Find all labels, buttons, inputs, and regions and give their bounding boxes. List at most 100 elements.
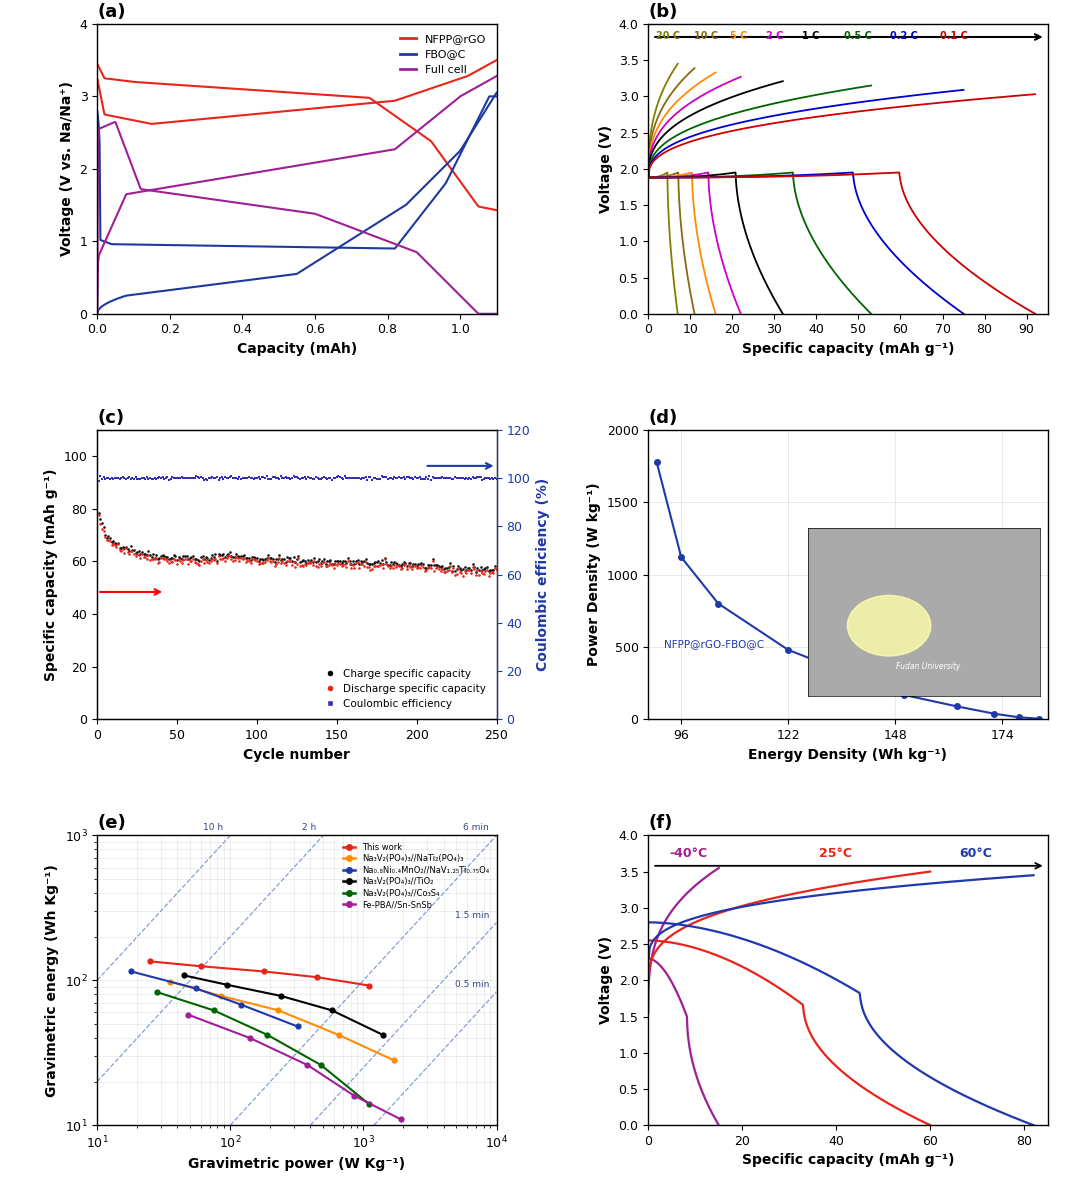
Point [375, 558, 392, 577]
Point [473, 560, 490, 579]
Point [218, 468, 235, 487]
Point [378, 468, 395, 487]
Text: (d): (d) [648, 408, 677, 427]
Point [366, 553, 383, 572]
Point [459, 469, 476, 488]
Point [146, 549, 163, 569]
Point [213, 549, 230, 569]
Point [191, 555, 208, 575]
Point [435, 563, 453, 582]
Text: 10 C: 10 C [694, 31, 718, 41]
Point [255, 553, 272, 572]
Point [413, 554, 430, 573]
Point [469, 559, 486, 578]
Point [162, 469, 179, 488]
Point [322, 553, 339, 572]
Legend: This work, Na₃V₂(PO₄)₃//NaTi₂(PO₄)₃, Na₀.₈Ni₀.₄MnO₂//NaV₁.₂₅Ti₀.₇₅O₄, Na₃V₂(PO₄): This work, Na₃V₂(PO₄)₃//NaTi₂(PO₄)₃, Na₀… [339, 839, 492, 913]
Point [476, 469, 494, 488]
Point [278, 468, 295, 487]
Point [136, 469, 153, 488]
Point [102, 469, 119, 488]
Point [338, 468, 355, 487]
Point [415, 469, 432, 488]
Point [352, 554, 369, 573]
Point [351, 554, 368, 573]
Point [183, 552, 200, 571]
Point [432, 558, 449, 577]
Text: (f): (f) [648, 814, 673, 832]
Point [151, 552, 168, 571]
Point [354, 552, 372, 571]
Point [219, 469, 237, 488]
Point [319, 557, 336, 576]
Point [295, 555, 312, 575]
Point [406, 468, 423, 487]
Point [262, 552, 280, 571]
Point [181, 549, 199, 569]
Point [202, 548, 219, 567]
Point [319, 469, 336, 488]
Point [205, 468, 222, 487]
Point [198, 547, 215, 566]
Point [419, 469, 436, 488]
Point [342, 468, 360, 487]
Point [265, 552, 282, 571]
Point [326, 551, 343, 570]
Point [166, 468, 184, 487]
Point [103, 468, 120, 487]
Point [333, 468, 350, 487]
Text: 10 h: 10 h [203, 824, 222, 832]
Point [440, 468, 457, 487]
Point [376, 467, 393, 486]
Point [381, 559, 399, 578]
Point [432, 468, 449, 487]
Point [271, 548, 288, 567]
Point [456, 561, 473, 581]
Point [146, 468, 163, 487]
Legend: NFPP@rGO, FBO@C, Full cell: NFPP@rGO, FBO@C, Full cell [395, 30, 491, 79]
Point [349, 468, 366, 487]
Point [243, 547, 260, 566]
Point [470, 467, 487, 486]
Point [413, 469, 430, 488]
Point [252, 554, 269, 573]
Point [289, 469, 307, 488]
Point [299, 553, 316, 572]
Point [176, 468, 193, 487]
Point [149, 469, 166, 488]
Point [379, 469, 396, 488]
Point [133, 468, 150, 487]
Point [341, 552, 359, 571]
Point [151, 549, 168, 569]
Point [148, 469, 165, 488]
Point [438, 559, 456, 578]
Point [226, 547, 243, 566]
Point [178, 547, 195, 566]
Y-axis label: Voltage (V): Voltage (V) [599, 936, 613, 1025]
Point [235, 549, 253, 569]
Point [448, 564, 465, 583]
Point [305, 553, 322, 572]
Point [456, 558, 473, 577]
Text: (a): (a) [97, 4, 125, 22]
Point [218, 546, 235, 565]
Point [129, 545, 146, 564]
Point [381, 469, 399, 488]
Point [274, 468, 292, 487]
Point [348, 469, 365, 488]
Point [179, 554, 197, 573]
Point [348, 551, 365, 570]
Point [95, 517, 112, 536]
Point [158, 468, 175, 487]
Point [379, 555, 396, 575]
Point [266, 468, 283, 487]
X-axis label: Specific capacity (mAh g⁻¹): Specific capacity (mAh g⁻¹) [742, 1154, 955, 1167]
Point [461, 560, 478, 579]
Point [219, 547, 237, 566]
Point [332, 552, 349, 571]
Point [166, 547, 184, 566]
Point [158, 547, 175, 566]
Point [475, 564, 492, 583]
Point [396, 554, 414, 573]
Point [308, 557, 325, 576]
